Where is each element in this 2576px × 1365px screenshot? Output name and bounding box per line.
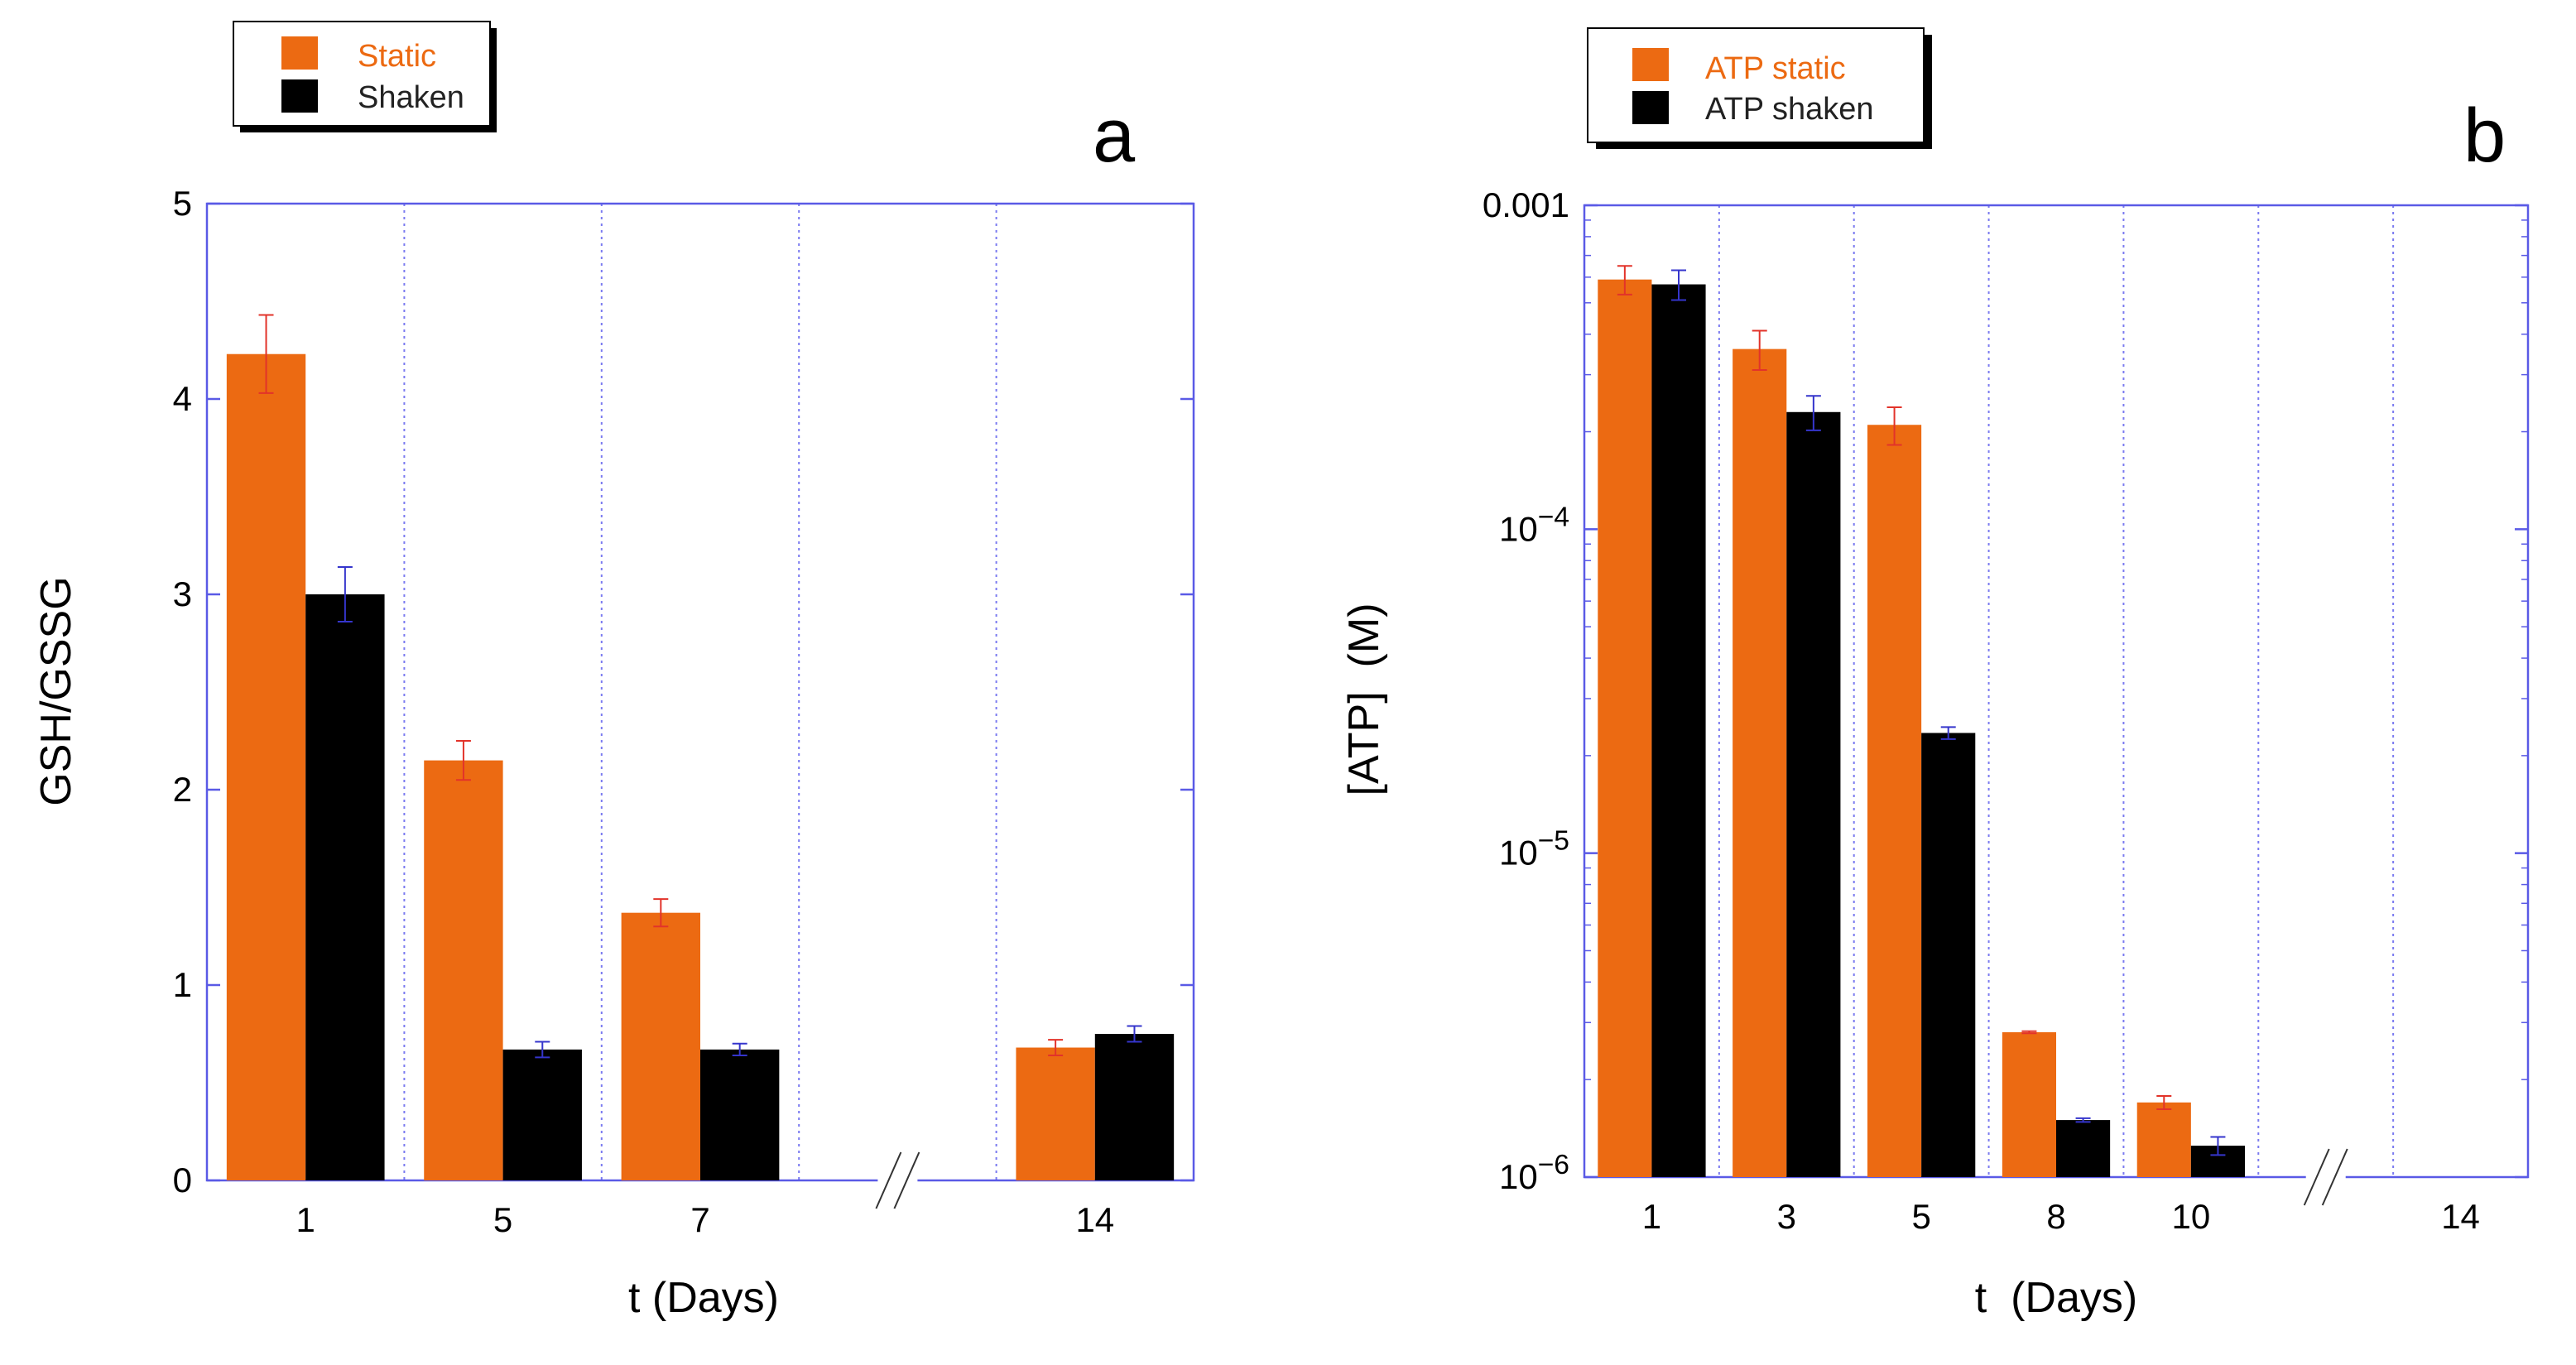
bar (1598, 279, 1652, 1178)
panel-b: ATP static ATP shaken b 10−610−510−40.00… (1340, 27, 2530, 1322)
bar (1094, 1034, 1175, 1180)
x-tick-label: 8 (2046, 1197, 2065, 1236)
bar (621, 912, 700, 1180)
legend-a-swatch-shaken (281, 79, 318, 113)
y-tick-label: 10−4 (1499, 502, 1569, 548)
bar (226, 353, 306, 1181)
legend-b-label-shaken: ATP shaken (1705, 92, 1874, 127)
bar (502, 1049, 582, 1180)
y-tick-label: 3 (173, 574, 192, 613)
bar (2136, 1102, 2191, 1177)
legend-b-swatch-static (1632, 48, 1669, 81)
axis-break-mark (2321, 1148, 2348, 1206)
x-tick-label: 1 (296, 1200, 315, 1239)
y-tick-exponent: −6 (1538, 1150, 1569, 1180)
y-tick-label: 10−6 (1499, 1150, 1569, 1196)
x-tick-label: 5 (493, 1200, 512, 1239)
legend-a-swatch-static (281, 36, 318, 70)
plot-area-b: 10−6 10−5 10−4 0.001 1 3 5 8 10 14 (1483, 185, 2530, 1236)
x-axis-title-a: t (Days) (628, 1274, 779, 1322)
y-tick-label: 1 (173, 965, 192, 1004)
legend-a-label-static: Static (358, 39, 436, 74)
bar (2002, 1032, 2056, 1177)
bar (305, 594, 385, 1180)
y-tick-exponent: −5 (1538, 826, 1569, 857)
legend-a-frame (233, 21, 491, 127)
x-tick-label: 7 (690, 1200, 709, 1239)
axis-break-gap (877, 1147, 918, 1214)
axis-break-mark (2303, 1148, 2330, 1206)
bar (1921, 733, 1976, 1177)
axis-break-gap (2305, 1144, 2346, 1210)
y-tick-label: 0.001 (1483, 185, 1569, 224)
x-tick-label: 10 (2171, 1197, 2210, 1236)
plot-frame (1583, 204, 2530, 1179)
bar (2056, 1120, 2111, 1177)
legend-a-label-shaken: Shaken (358, 80, 464, 115)
x-tick-label: 1 (1642, 1197, 1661, 1236)
plot-area-a: 0 1 2 3 4 5 1 5 7 14 (173, 184, 1195, 1239)
x-tick-label: 14 (2441, 1197, 2480, 1236)
legend-b: ATP static ATP shaken (1587, 27, 1932, 149)
axis-break-mark (875, 1151, 902, 1209)
bar (700, 1049, 780, 1180)
y-tick-label: 5 (173, 184, 192, 223)
panel-a: Static Shaken a 0 1 2 3 4 5 1 5 7 14 t (Days) GSH… (32, 21, 1195, 1322)
axis-break-mark (893, 1151, 920, 1209)
bar (1867, 425, 1922, 1177)
y-tick-label: 10−5 (1499, 826, 1569, 872)
panel-label-b: b (2463, 94, 2506, 178)
x-tick-label: 3 (1777, 1197, 1796, 1236)
y-tick-label: 4 (173, 379, 192, 418)
y-tick-label: 0 (173, 1161, 192, 1199)
x-tick-label: 5 (1911, 1197, 1930, 1236)
panel-label-a: a (1093, 94, 1136, 178)
bar (1786, 411, 1841, 1177)
x-axis-title-b: t (Days) (1975, 1274, 2137, 1322)
bar (1733, 348, 1787, 1177)
bar (424, 760, 503, 1180)
legend-a: Static Shaken (233, 21, 497, 132)
y-axis-title-b: [ATP] (M) (1340, 603, 1388, 795)
y-axis-title-a: GSH/GSSG (32, 576, 80, 805)
y-tick-exponent: −4 (1538, 502, 1569, 532)
legend-b-label-static: ATP static (1705, 51, 1846, 86)
bar (1651, 284, 1706, 1177)
bar (1016, 1047, 1095, 1180)
x-tick-label: 14 (1075, 1200, 1114, 1239)
legend-b-swatch-shaken (1632, 91, 1669, 124)
y-tick-label: 2 (173, 770, 192, 809)
